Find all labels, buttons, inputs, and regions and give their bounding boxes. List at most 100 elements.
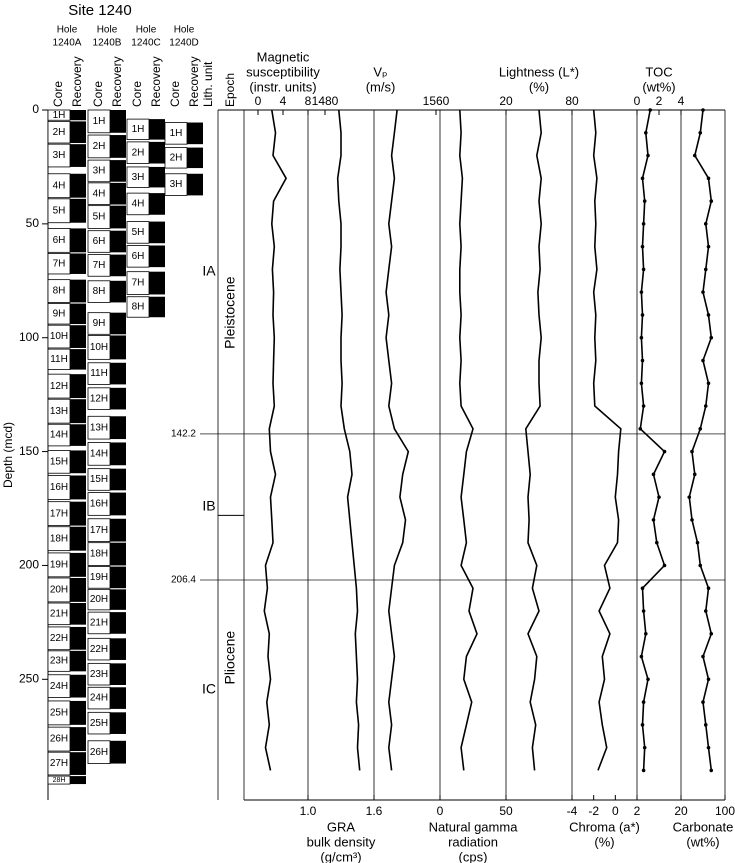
core-name: 14H <box>90 449 108 460</box>
core-name: 27H <box>50 758 68 769</box>
sample-point <box>648 108 652 112</box>
track-title: Magnetic <box>257 49 310 64</box>
recovery-bar <box>110 566 126 589</box>
recovery-bar <box>149 271 165 295</box>
core-name: 10H <box>50 331 68 342</box>
core-name: 13H <box>50 406 68 417</box>
recovery-bar <box>110 542 126 566</box>
sample-point <box>703 404 708 408</box>
sample-point <box>640 176 645 181</box>
recovery-bar <box>110 416 126 440</box>
recovery-bar <box>70 626 86 650</box>
core-name: 26H <box>50 734 68 745</box>
core-name: 3H <box>170 179 183 190</box>
core-name: 3H <box>53 150 66 161</box>
recovery-bar <box>70 121 86 144</box>
x-tick-label: 0 <box>255 94 262 108</box>
core-name: 5H <box>53 205 66 216</box>
recovery-bar <box>110 687 126 709</box>
sample-point <box>642 199 647 203</box>
recovery-bar <box>187 122 203 145</box>
recovery-bar <box>187 147 203 169</box>
x-tick-label: 8 <box>305 94 312 108</box>
track-title: Natural gamma <box>429 819 519 834</box>
lith-header: Lith. unit <box>201 61 215 107</box>
x-tick-label: 1560 <box>423 94 450 108</box>
core-name: 14H <box>50 430 68 441</box>
sample-point <box>701 700 705 704</box>
recovery-bar <box>110 712 126 734</box>
sample-point <box>644 631 648 636</box>
recovery-bar <box>70 349 86 370</box>
track-title: Vₚ <box>373 64 387 79</box>
sample-point <box>709 335 714 340</box>
x-tick-label: 1.6 <box>366 804 383 818</box>
y-tick-label: 0 <box>32 102 39 116</box>
core-name: 28H <box>53 777 66 784</box>
hole-name: 1240C <box>131 38 160 49</box>
recovery-header: Recovery <box>149 56 163 107</box>
recovery-bar <box>70 198 86 223</box>
figure-title: Site 1240 <box>68 2 131 19</box>
sample-point <box>709 631 714 636</box>
sample-point <box>662 449 667 454</box>
core-name: 15H <box>50 456 68 467</box>
epoch-label: Pleistocene <box>222 276 238 349</box>
core-name: 16H <box>50 482 68 493</box>
core-name: 16H <box>90 499 108 510</box>
core-name: 13H <box>90 422 108 433</box>
sample-point <box>695 540 700 545</box>
core-header: Core <box>91 81 105 107</box>
recovery-bar <box>149 245 165 268</box>
sample-point <box>640 586 645 591</box>
sample-point <box>701 358 705 363</box>
core-name: 4H <box>53 180 66 191</box>
recovery-bar <box>110 312 126 335</box>
core-name: 20H <box>50 585 68 596</box>
sample-point <box>657 495 661 499</box>
epoch-label: Pliocene <box>222 631 238 685</box>
recovery-bar <box>70 776 86 785</box>
recovery-bar <box>70 577 86 602</box>
recovery-bar <box>110 468 126 491</box>
recovery-bar <box>110 638 126 660</box>
recovery-header: Recovery <box>187 56 201 107</box>
x-tick-label: 20 <box>674 804 688 818</box>
sample-point <box>641 222 646 226</box>
recovery-bar <box>110 740 126 764</box>
track-title: (wt%) <box>642 79 675 94</box>
track-title: (%) <box>529 79 549 94</box>
log-trace <box>639 109 666 771</box>
recovery-bar <box>110 442 126 466</box>
core-name: 21H <box>50 608 68 619</box>
recovery-bar <box>149 296 165 318</box>
hole-title: Hole <box>97 25 118 36</box>
sample-point <box>655 540 659 545</box>
y-tick-label: 200 <box>19 558 39 572</box>
core-name: 4H <box>93 188 106 199</box>
sample-point <box>639 290 644 294</box>
track-title: TOC <box>645 64 672 79</box>
sample-point <box>640 723 645 727</box>
recovery-bar <box>70 526 86 551</box>
recovery-bar <box>110 492 126 516</box>
sample-point <box>706 244 711 249</box>
core-name: 8H <box>53 286 66 297</box>
track-title: (g/cm³) <box>320 849 361 863</box>
x-tick-label: 4 <box>678 94 685 108</box>
core-name: 11H <box>90 368 108 379</box>
core-name: 10H <box>90 342 108 353</box>
sample-point <box>640 313 645 317</box>
sample-point <box>646 153 650 158</box>
core-name: 1H <box>132 124 145 135</box>
x-tick-label: -2 <box>588 804 599 818</box>
core-name: 9H <box>53 308 66 319</box>
recovery-header: Recovery <box>70 56 84 107</box>
recovery-bar <box>110 230 126 253</box>
recovery-bar <box>70 424 86 446</box>
log-trace <box>458 109 478 771</box>
core-name: 24H <box>50 681 68 692</box>
unit-label: IB <box>202 498 215 514</box>
recovery-bar <box>70 727 86 752</box>
